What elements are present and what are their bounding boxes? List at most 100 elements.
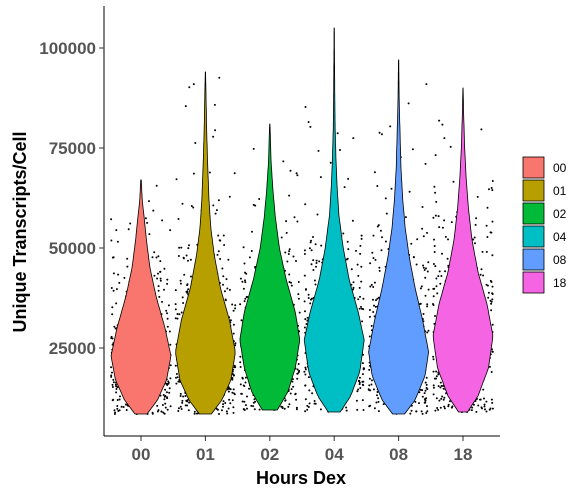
data-point — [373, 281, 376, 284]
data-point — [304, 288, 307, 291]
data-point — [111, 383, 114, 386]
data-point — [447, 405, 450, 408]
data-point — [410, 409, 413, 412]
data-point — [174, 364, 177, 367]
data-point — [159, 270, 162, 273]
data-point — [352, 137, 355, 140]
data-point — [311, 392, 314, 395]
data-point — [177, 407, 180, 410]
data-point — [304, 318, 307, 321]
data-point — [115, 388, 118, 390]
data-point — [232, 406, 235, 409]
data-point — [284, 251, 287, 254]
data-point — [449, 145, 452, 148]
data-point — [437, 373, 440, 376]
data-point — [177, 410, 180, 412]
data-point — [110, 375, 113, 378]
data-point — [208, 171, 211, 174]
data-point — [244, 297, 247, 300]
data-point — [390, 187, 393, 190]
data-point — [307, 293, 310, 296]
data-point — [424, 294, 427, 297]
data-point — [435, 200, 438, 203]
data-point — [418, 402, 420, 405]
data-point — [282, 160, 285, 163]
data-point — [116, 405, 119, 407]
data-point — [304, 106, 307, 108]
data-point — [123, 276, 126, 279]
data-point — [224, 298, 227, 301]
data-point — [470, 409, 473, 412]
data-point — [194, 142, 197, 144]
data-point — [241, 400, 244, 403]
data-point — [218, 413, 220, 415]
data-point — [384, 197, 387, 200]
data-point — [148, 233, 151, 236]
data-point — [246, 395, 248, 398]
x-tick-label-00: 00 — [132, 445, 151, 464]
data-point — [159, 260, 162, 263]
data-point — [157, 289, 160, 292]
data-point — [157, 255, 160, 258]
data-point — [443, 137, 446, 140]
data-point — [181, 202, 184, 205]
data-point — [347, 177, 350, 180]
data-point — [448, 400, 451, 403]
data-point — [475, 217, 478, 220]
data-point — [329, 161, 332, 164]
data-point — [167, 304, 170, 307]
data-point — [239, 361, 242, 364]
data-point — [434, 265, 437, 268]
data-point — [372, 298, 374, 301]
data-point — [177, 255, 180, 257]
data-point — [303, 326, 306, 329]
data-point — [234, 344, 237, 347]
data-point — [435, 375, 438, 378]
data-point — [226, 287, 229, 290]
data-point — [447, 403, 450, 406]
data-point — [292, 255, 295, 258]
data-point — [475, 410, 478, 413]
data-point — [116, 240, 119, 243]
data-point — [481, 250, 484, 253]
y-tick-label: 25000 — [49, 339, 96, 358]
data-point — [368, 368, 371, 371]
data-point — [297, 293, 300, 296]
data-point — [362, 384, 365, 387]
data-point — [187, 409, 190, 412]
data-point — [223, 244, 226, 246]
data-point — [295, 172, 298, 175]
data-point — [252, 405, 255, 408]
data-point — [363, 367, 366, 370]
data-point — [181, 399, 184, 402]
data-point — [361, 373, 364, 376]
legend-label-08: 08 — [553, 253, 567, 267]
data-point — [225, 410, 228, 413]
data-point — [129, 222, 132, 225]
data-point — [483, 397, 485, 400]
data-point — [118, 398, 121, 401]
data-point — [491, 407, 494, 410]
data-point — [444, 270, 447, 273]
data-point — [228, 288, 231, 291]
data-point — [280, 236, 283, 239]
axes: 00 01 02 04 08 18 25000 50000 75000 100000 — [39, 6, 500, 464]
data-point — [168, 387, 171, 390]
data-point — [184, 404, 187, 407]
data-point — [362, 308, 365, 311]
data-point — [433, 238, 435, 241]
data-point — [435, 285, 438, 288]
data-point — [115, 391, 118, 394]
data-point — [110, 287, 113, 289]
data-point — [113, 413, 116, 415]
data-point — [376, 225, 379, 228]
violin-01 — [175, 71, 236, 415]
data-point — [491, 401, 494, 404]
data-point — [368, 405, 371, 408]
data-point — [359, 387, 362, 389]
data-point — [164, 402, 167, 405]
data-point — [435, 370, 438, 373]
data-point — [358, 381, 361, 384]
data-point — [111, 399, 114, 402]
data-point — [189, 258, 192, 261]
